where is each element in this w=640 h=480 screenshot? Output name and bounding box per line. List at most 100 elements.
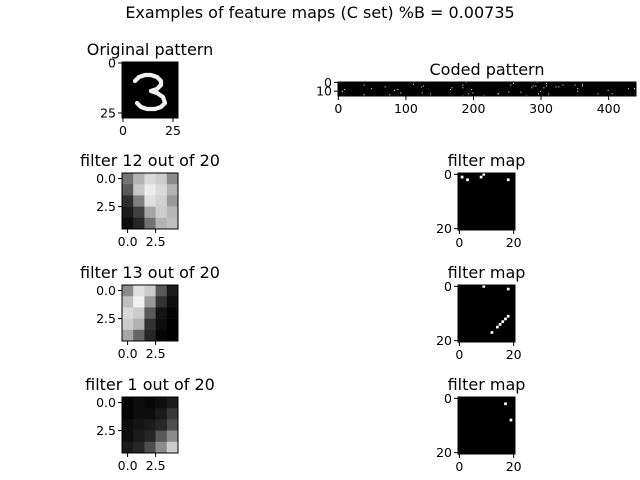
active-cell xyxy=(460,175,464,179)
active-unit xyxy=(508,91,510,93)
filter-cell xyxy=(133,195,145,207)
filter-cell xyxy=(133,441,145,454)
y-tick-label: 2.5 xyxy=(96,423,116,438)
active-cell xyxy=(482,285,486,288)
x-tick-label: 0 xyxy=(455,459,463,474)
active-cell xyxy=(498,323,502,326)
digit-stroke xyxy=(132,72,164,94)
filter-cell xyxy=(155,419,168,431)
x-tick-label: 20 xyxy=(506,347,522,362)
y-tick-label: 20 xyxy=(436,221,452,236)
filter-cell xyxy=(122,430,134,443)
panel-4: filter 13 out of 200.0 2.50.02.5 xyxy=(80,263,220,361)
y-tick-label: 2.5 xyxy=(96,199,116,214)
axes-frame xyxy=(457,172,516,231)
active-unit xyxy=(450,89,452,90)
filter-cell xyxy=(144,441,156,454)
filter-cell xyxy=(166,397,179,409)
axes-frame xyxy=(121,284,179,342)
filter-cell xyxy=(166,206,179,219)
map-background xyxy=(458,173,515,230)
panel-title: filter map xyxy=(448,151,526,170)
filter-cell xyxy=(155,206,168,219)
active-unit xyxy=(471,89,473,90)
filter-cell xyxy=(144,397,156,409)
filter-cell xyxy=(133,285,145,297)
axes-frame xyxy=(121,172,179,230)
filter-cell xyxy=(133,296,145,308)
filter-cell xyxy=(155,195,168,207)
filter-cell xyxy=(166,329,179,342)
filter-cell xyxy=(155,397,168,409)
filter-cell xyxy=(144,184,156,196)
filter-cell xyxy=(133,419,145,431)
active-cell xyxy=(466,178,469,182)
y-tick-label: 2.5 xyxy=(96,311,116,326)
filter-cell xyxy=(122,184,134,196)
active-unit xyxy=(363,84,365,86)
filter-cell xyxy=(166,318,179,331)
active-cell xyxy=(506,287,510,291)
y-tick-label: 20 xyxy=(436,445,452,460)
filter-cell xyxy=(155,217,168,230)
active-unit xyxy=(574,84,576,86)
filter-cell xyxy=(166,285,179,297)
x-tick-label: 2.5 xyxy=(146,458,166,473)
active-unit xyxy=(581,83,583,85)
active-unit xyxy=(421,86,423,88)
filter-cell xyxy=(133,217,145,230)
active-unit xyxy=(546,82,548,84)
active-unit xyxy=(535,85,537,87)
panel-title: filter 13 out of 20 xyxy=(80,263,220,282)
filter-cell xyxy=(155,430,168,443)
filter-cell xyxy=(122,419,134,431)
active-unit xyxy=(400,92,402,94)
filter-cell xyxy=(122,217,134,230)
active-unit xyxy=(467,93,469,95)
active-unit xyxy=(472,92,474,94)
y-tick-label: 0.0 xyxy=(96,283,116,298)
filter-cell xyxy=(166,195,179,207)
map-background xyxy=(458,285,515,342)
filter-cell xyxy=(155,441,168,454)
axes-frame xyxy=(337,81,637,97)
filter-cell xyxy=(133,408,145,420)
active-unit xyxy=(540,90,542,92)
active-unit xyxy=(451,87,453,89)
active-cell xyxy=(506,314,510,318)
active-unit xyxy=(538,93,540,95)
panel-title: filter map xyxy=(448,263,526,282)
active-unit xyxy=(384,86,386,88)
filter-cell xyxy=(144,285,156,297)
y-tick-label: 20 xyxy=(436,333,452,348)
active-cell xyxy=(504,317,507,321)
active-unit xyxy=(581,85,583,87)
filter-cell xyxy=(133,430,145,443)
filter-cell xyxy=(155,307,168,319)
active-unit xyxy=(497,93,499,95)
filter-cell xyxy=(155,296,168,308)
y-tick-label: 0 xyxy=(444,279,452,294)
active-unit xyxy=(562,84,564,86)
axes-frame xyxy=(121,61,179,119)
x-tick-label: 0 xyxy=(119,123,127,138)
x-tick-label: 2.5 xyxy=(146,234,166,249)
active-cell xyxy=(509,418,513,422)
filter-cell xyxy=(166,441,179,454)
filter-cell xyxy=(144,206,156,219)
filter-cell xyxy=(144,296,156,308)
active-unit xyxy=(607,89,609,91)
filter-cell xyxy=(144,173,156,185)
active-cell xyxy=(504,402,507,406)
panel-1: Coded pattern 0 100 200 300 400 010 xyxy=(316,60,637,116)
x-tick-label: 0.0 xyxy=(118,234,138,249)
active-unit xyxy=(633,88,635,90)
panel-2: filter 12 out of 200.0 2.50.02.5 xyxy=(80,151,220,249)
digit-stroke xyxy=(134,88,168,112)
x-tick-label: 2.5 xyxy=(146,346,166,361)
figure-suptitle: Examples of feature maps (C set) %B = 0.… xyxy=(125,3,514,22)
active-unit xyxy=(548,93,550,95)
